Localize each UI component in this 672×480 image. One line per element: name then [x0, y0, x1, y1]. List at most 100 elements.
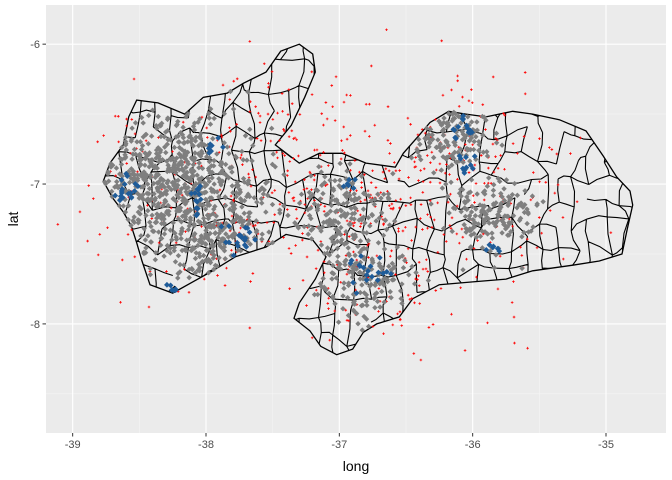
red-point	[408, 297, 412, 301]
red-point	[532, 171, 535, 174]
red-point	[273, 189, 277, 192]
red-point	[440, 39, 443, 43]
red-point	[308, 170, 312, 174]
red-point	[569, 152, 572, 155]
gray-point	[318, 169, 325, 175]
x-tick-label: -35	[598, 439, 614, 451]
red-point	[278, 202, 282, 206]
gray-point	[348, 196, 355, 203]
gray-point	[376, 263, 383, 269]
red-point	[449, 192, 452, 196]
red-point	[228, 98, 232, 101]
gray-point	[298, 191, 305, 198]
gray-point	[183, 164, 189, 171]
blue-point	[376, 254, 383, 261]
gray-point	[326, 252, 333, 258]
gray-point	[185, 149, 191, 156]
red-point	[406, 116, 410, 120]
gray-point	[178, 154, 184, 160]
gray-point	[440, 132, 447, 138]
gray-point	[269, 201, 276, 208]
gray-point	[268, 125, 275, 132]
y-tick-label: -6	[30, 39, 40, 51]
red-point	[249, 184, 253, 188]
red-point	[345, 137, 349, 141]
red-point	[503, 167, 506, 171]
gray-point	[185, 242, 191, 248]
gray-point	[361, 256, 367, 262]
gray-point	[484, 153, 491, 159]
blue-point	[241, 235, 248, 242]
gray-point	[445, 120, 451, 126]
blue-point	[383, 268, 390, 275]
gray-point	[173, 236, 180, 243]
gray-point	[209, 188, 215, 195]
gray-point	[440, 225, 447, 232]
gray-point	[346, 221, 352, 228]
red-point	[430, 226, 434, 229]
red-point	[443, 171, 447, 175]
gray-point	[501, 186, 507, 192]
blue-point	[194, 211, 201, 217]
gray-point	[425, 277, 432, 284]
gray-point	[197, 116, 203, 122]
red-point	[270, 70, 274, 73]
gray-point	[328, 235, 334, 242]
red-point	[512, 280, 515, 283]
gray-point	[321, 180, 328, 186]
gray-point	[148, 133, 155, 139]
gray-point	[185, 160, 191, 167]
blue-point	[192, 190, 198, 196]
gray-point	[415, 149, 421, 155]
red-point	[345, 93, 348, 97]
gray-point	[246, 210, 252, 216]
gray-point	[112, 184, 118, 190]
gray-point	[158, 220, 165, 227]
red-point	[486, 181, 490, 185]
gray-point	[130, 168, 137, 174]
gray-point	[122, 196, 128, 203]
red-point	[368, 102, 371, 106]
gray-point	[521, 209, 528, 216]
gray-point	[332, 301, 338, 307]
gray-point	[153, 122, 159, 129]
blue-point	[226, 239, 233, 246]
gray-point	[446, 210, 452, 216]
gray-point	[233, 194, 239, 200]
red-point	[310, 70, 314, 74]
gray-point	[125, 216, 131, 223]
gray-point	[220, 170, 226, 176]
blue-point	[483, 247, 490, 253]
red-point	[289, 252, 293, 255]
gray-point	[167, 227, 174, 233]
blue-point	[132, 180, 139, 187]
gray-point	[377, 304, 383, 310]
gray-point	[169, 155, 175, 162]
blue-point	[135, 183, 141, 190]
gray-point	[318, 228, 324, 234]
red-point	[382, 223, 385, 227]
gray-point	[177, 231, 184, 237]
gray-point	[192, 255, 199, 262]
gray-point	[201, 215, 207, 222]
blue-point	[486, 241, 493, 248]
gray-point	[461, 205, 468, 211]
red-point	[262, 62, 266, 66]
gray-point	[206, 110, 212, 117]
gray-point	[191, 222, 198, 229]
blue-point	[242, 224, 249, 231]
red-point	[320, 112, 324, 116]
gray-point	[207, 106, 214, 112]
gray-point	[499, 230, 505, 236]
gray-point	[136, 195, 142, 201]
blue-point	[117, 197, 123, 204]
gray-point	[452, 142, 458, 148]
blue-point	[234, 239, 241, 246]
red-point	[413, 301, 416, 305]
red-point	[354, 288, 357, 292]
blue-point	[223, 239, 229, 246]
gray-point	[192, 231, 198, 237]
red-point	[341, 148, 344, 152]
red-point	[404, 225, 407, 229]
red-point	[470, 88, 473, 91]
